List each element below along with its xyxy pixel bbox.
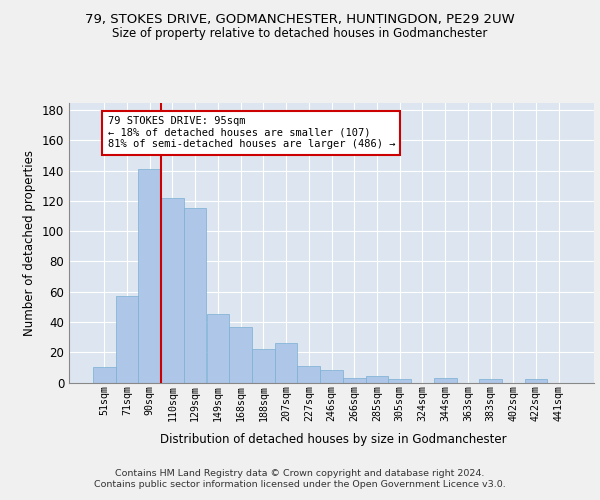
Bar (184, 208, 206, 382)
Text: Contains public sector information licensed under the Open Government Licence v3: Contains public sector information licen… (94, 480, 506, 489)
Text: 79, STOKES DRIVE, GODMANCHESTER, HUNTINGDON, PE29 2UW: 79, STOKES DRIVE, GODMANCHESTER, HUNTING… (85, 12, 515, 26)
Bar (229, 326, 252, 382)
Y-axis label: Number of detached properties: Number of detached properties (23, 150, 36, 336)
Bar (388, 380, 411, 382)
Bar (298, 366, 320, 382)
Text: Distribution of detached houses by size in Godmanchester: Distribution of detached houses by size … (160, 432, 506, 446)
Text: Size of property relative to detached houses in Godmanchester: Size of property relative to detached ho… (112, 28, 488, 40)
Bar (93, 368, 116, 382)
Bar (116, 296, 139, 382)
Bar (365, 376, 388, 382)
Bar (343, 378, 365, 382)
Bar (252, 349, 275, 382)
Bar (479, 380, 502, 382)
Bar (434, 378, 457, 382)
Text: 79 STOKES DRIVE: 95sqm
← 18% of detached houses are smaller (107)
81% of semi-de: 79 STOKES DRIVE: 95sqm ← 18% of detached… (107, 116, 395, 150)
Bar (320, 370, 343, 382)
Bar (524, 380, 547, 382)
Bar (275, 343, 298, 382)
Bar (206, 314, 229, 382)
Bar (161, 198, 184, 382)
Bar (139, 169, 161, 382)
Text: Contains HM Land Registry data © Crown copyright and database right 2024.: Contains HM Land Registry data © Crown c… (115, 469, 485, 478)
